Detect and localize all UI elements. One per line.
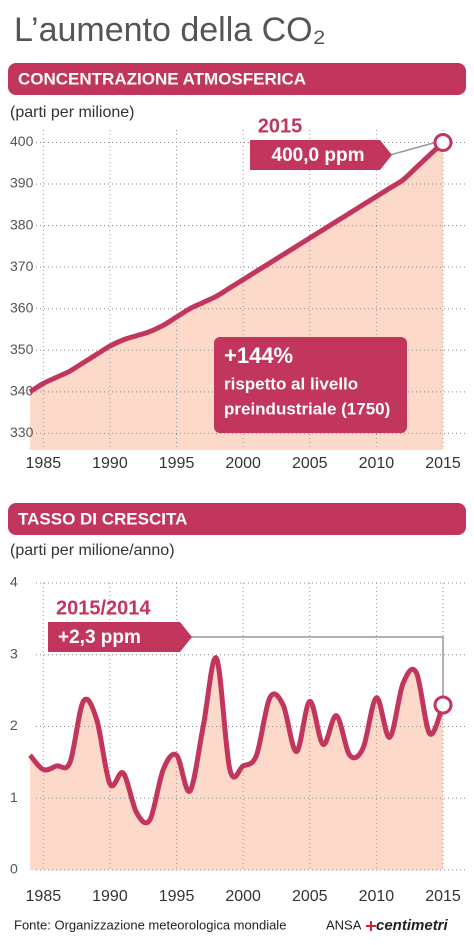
y-axis-label: (parti per milione/anno) — [10, 542, 175, 559]
section-title: CONCENTRAZIONE ATMOSFERICA — [18, 69, 306, 88]
x-tick-label: 2015 — [425, 888, 461, 905]
callout-value: +2,3 ppm — [58, 627, 141, 648]
area-fill — [30, 657, 443, 870]
callout-box — [48, 622, 192, 652]
line — [28, 655, 446, 826]
y-tick-label: 390 — [10, 175, 34, 191]
y-tick-label: 2 — [10, 717, 18, 733]
y-tick-label: 0 — [10, 861, 18, 877]
logo-ansa: ANSA — [326, 917, 362, 932]
callout-value: 400,0 ppm — [272, 145, 365, 166]
callout-label: 2015 — [258, 115, 303, 137]
x-tick-label: 1995 — [159, 455, 195, 472]
y-tick-label: 360 — [10, 299, 34, 315]
section-header — [8, 63, 466, 95]
x-tick-label: 2010 — [359, 888, 395, 905]
x-tick-label: 1990 — [92, 888, 128, 905]
x-tick-label: 2000 — [225, 888, 261, 905]
source: Fonte: Organizzazione meteorologica mond… — [14, 917, 286, 932]
note-text: +144% — [224, 343, 293, 368]
y-tick-label: 370 — [10, 258, 34, 274]
callout-line — [389, 141, 436, 156]
y-tick-label: 400 — [10, 133, 34, 149]
x-tick-label: 2005 — [292, 455, 328, 472]
x-tick-label: 2010 — [359, 455, 395, 472]
x-tick-label: 1985 — [26, 455, 62, 472]
x-tick-label: 1990 — [92, 455, 128, 472]
main-title: L’aumento della CO₂ — [14, 11, 326, 49]
logo-centimetri: centimetri — [376, 917, 449, 934]
note-box — [214, 337, 407, 433]
section-header — [8, 503, 466, 535]
callout-line — [190, 636, 444, 697]
callout-box — [250, 140, 392, 170]
x-tick-label: 1985 — [26, 888, 62, 905]
y-tick-label: 4 — [10, 574, 18, 590]
y-tick-label: 330 — [10, 424, 34, 440]
x-tick-label: 2000 — [225, 455, 261, 472]
y-tick-label: 340 — [10, 383, 34, 399]
x-tick-label: 2015 — [425, 455, 461, 472]
callout-label: 2015/2014 — [56, 597, 151, 619]
end-marker — [433, 132, 453, 152]
y-tick-label: 380 — [10, 216, 34, 232]
end-marker — [433, 695, 453, 715]
section-title: TASSO DI CRESCITA — [18, 509, 187, 528]
note-text: preindustriale (1750) — [224, 399, 390, 418]
y-axis-label: (parti per milione) — [10, 104, 134, 121]
line — [28, 140, 445, 394]
x-tick-label: 1995 — [159, 888, 195, 905]
y-tick-label: 1 — [10, 789, 18, 805]
y-tick-label: 3 — [10, 645, 18, 661]
note-text: rispetto al livello — [224, 374, 358, 393]
y-tick-label: 350 — [10, 341, 34, 357]
x-tick-label: 2005 — [292, 888, 328, 905]
